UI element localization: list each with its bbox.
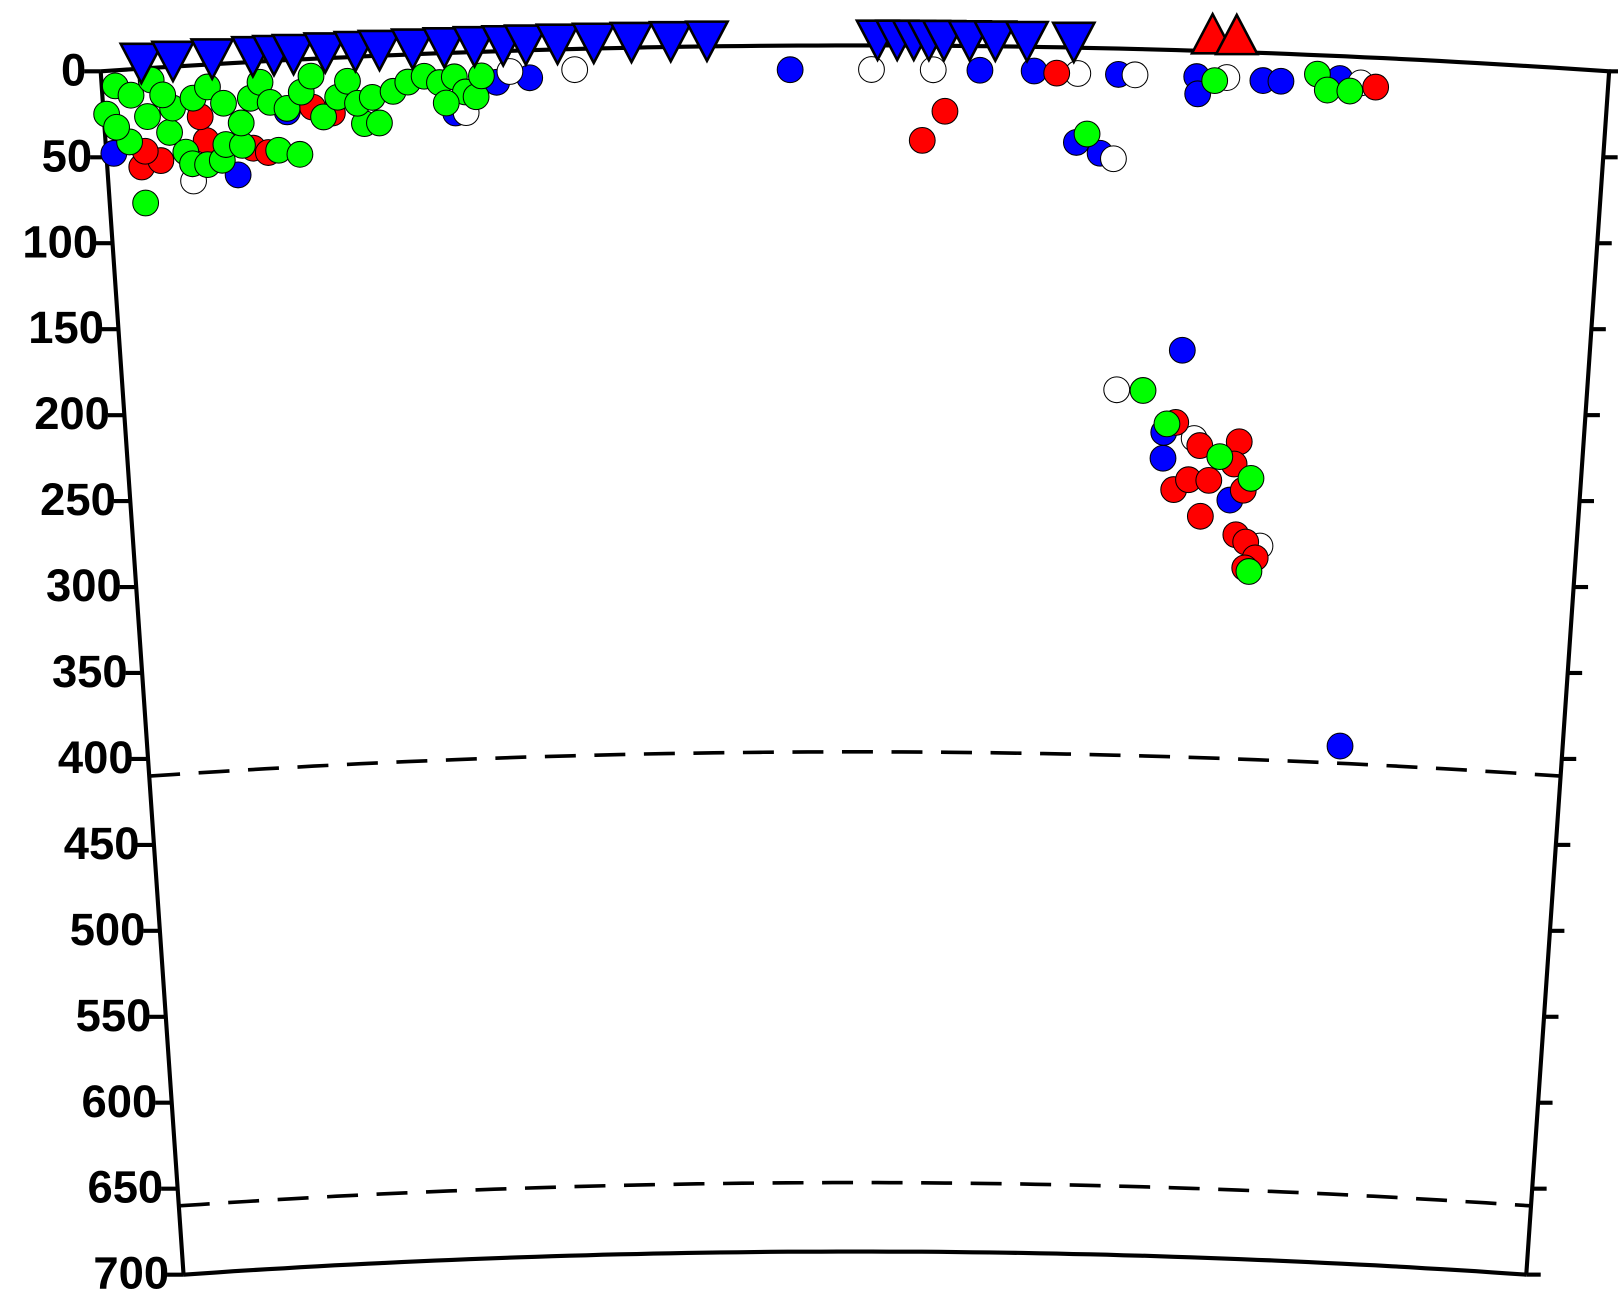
event (1103, 376, 1131, 404)
event (1237, 465, 1265, 492)
event (1313, 76, 1341, 104)
event (117, 81, 145, 109)
event (366, 109, 393, 137)
y-tick-label: 600 (82, 1076, 158, 1127)
event (561, 56, 589, 84)
event (1362, 73, 1390, 101)
event (103, 113, 130, 141)
event (149, 81, 177, 109)
ref-line (178, 1180, 1532, 1208)
y-tick-label: 100 (22, 216, 98, 267)
y-tick-label: 200 (34, 388, 110, 439)
event (1020, 57, 1048, 85)
station (118, 42, 165, 86)
station (1051, 21, 1097, 65)
event (194, 73, 221, 101)
event (1129, 377, 1157, 404)
event (1195, 466, 1223, 494)
station (421, 27, 468, 71)
event (1121, 61, 1149, 89)
station (972, 20, 1019, 64)
station (270, 33, 317, 77)
y-tick-label: 650 (87, 1162, 163, 1213)
station (451, 25, 498, 70)
station (503, 24, 549, 68)
y-tick-label: 350 (52, 646, 128, 697)
station (150, 40, 196, 84)
event (227, 109, 255, 137)
event (134, 103, 161, 130)
station (389, 28, 436, 72)
event (776, 56, 804, 84)
station (684, 20, 730, 64)
event (1168, 336, 1196, 364)
event (1186, 502, 1214, 530)
event (1201, 67, 1229, 95)
event (1043, 59, 1071, 87)
event (210, 89, 237, 117)
event (468, 62, 495, 90)
event (1326, 732, 1354, 760)
station (1004, 20, 1050, 64)
event (1073, 120, 1101, 148)
frame (98, 43, 1612, 1277)
y-tick-label: 0 (61, 44, 86, 95)
station (647, 20, 694, 65)
volcano (1214, 12, 1260, 56)
event (310, 103, 337, 131)
y-tick-label: 150 (28, 302, 104, 353)
station (302, 32, 349, 76)
y-tick-label: 250 (40, 474, 116, 525)
y-tick-label: 400 (58, 732, 134, 783)
y-tick-label: 700 (93, 1248, 169, 1299)
event (1235, 558, 1263, 585)
event (1100, 145, 1127, 173)
station (570, 22, 617, 66)
event (334, 67, 361, 95)
y-tick-label: 300 (46, 560, 122, 611)
station (608, 21, 655, 65)
y-tick-label: 50 (42, 130, 92, 181)
event (858, 56, 885, 83)
event (1336, 77, 1364, 105)
event (1206, 443, 1234, 471)
event (132, 189, 160, 217)
station (356, 29, 403, 73)
event (286, 140, 314, 168)
station (534, 23, 581, 67)
event (297, 62, 325, 90)
y-tick-label: 500 (70, 904, 146, 955)
event (966, 56, 994, 84)
event (1149, 444, 1177, 472)
y-tick-label: 450 (64, 818, 140, 869)
event (919, 56, 947, 84)
event (931, 97, 959, 125)
event (1153, 410, 1181, 438)
station (189, 38, 235, 82)
event (432, 89, 460, 117)
event (1267, 67, 1295, 95)
y-tick-label: 550 (76, 990, 152, 1041)
ref-line (149, 750, 1561, 778)
event (908, 126, 936, 154)
